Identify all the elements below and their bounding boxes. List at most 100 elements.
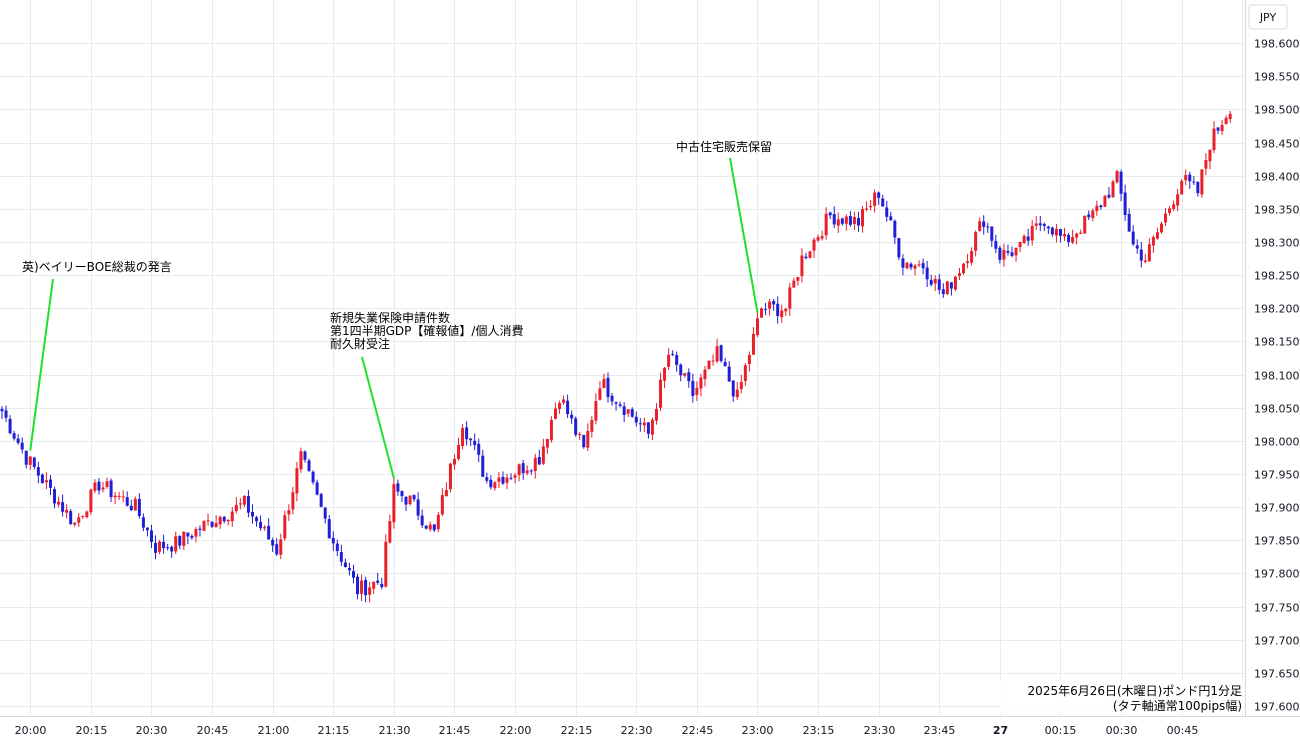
candle-body	[578, 434, 582, 436]
candle-body	[933, 278, 937, 284]
candle-body	[493, 482, 497, 489]
candle-body	[558, 402, 562, 410]
candle-body	[626, 409, 630, 414]
candle	[719, 344, 723, 363]
candle-body	[339, 551, 343, 562]
candle-body	[1139, 249, 1143, 261]
candle-body	[909, 263, 913, 268]
candle	[982, 215, 986, 235]
candle-body	[1054, 228, 1058, 236]
candle-body	[800, 255, 804, 277]
candle	[368, 581, 372, 603]
candle-body	[129, 505, 133, 511]
time-tick-label: 22:15	[561, 724, 593, 737]
candle	[1143, 253, 1147, 264]
candle-body	[469, 438, 473, 441]
chart-caption: 2025年6月26日(木曜日)ポンド円1分足 (タテ軸通常100pips幅)	[1000, 680, 1244, 714]
candle-body	[287, 510, 291, 515]
candle	[925, 260, 929, 287]
candle-body	[695, 387, 699, 395]
candle-body	[81, 516, 85, 518]
candle	[299, 447, 303, 473]
candle-body	[149, 530, 153, 542]
candle	[590, 416, 594, 438]
time-tick-label: 27	[993, 724, 1008, 737]
candle	[331, 531, 335, 551]
candle-body	[1172, 204, 1176, 209]
candle	[501, 471, 505, 485]
candle	[351, 564, 355, 584]
candle	[873, 189, 877, 213]
candle	[461, 424, 465, 450]
candle-body	[1212, 128, 1216, 151]
candle-body	[1058, 229, 1062, 236]
candle	[170, 545, 174, 558]
candle	[436, 511, 440, 533]
candle	[194, 527, 198, 543]
candle	[40, 473, 44, 484]
candle	[444, 482, 448, 497]
candle	[408, 495, 412, 506]
candle-body	[598, 388, 602, 400]
candle-body	[881, 198, 885, 207]
candle-body	[8, 418, 12, 434]
candle-body	[513, 475, 517, 478]
candle-body	[267, 525, 271, 540]
candle	[36, 461, 40, 484]
candle	[1159, 221, 1163, 234]
candle-body	[1050, 227, 1054, 235]
candle	[893, 219, 897, 245]
candle	[852, 211, 856, 230]
candle-body	[73, 522, 77, 525]
candle	[493, 481, 497, 491]
candle-body	[202, 521, 206, 531]
candle	[307, 458, 311, 473]
candles[interactable]	[0, 110, 1232, 603]
candle	[933, 275, 937, 291]
candle-body	[396, 483, 400, 492]
candle	[61, 494, 65, 517]
time-tick-label: 22:00	[500, 724, 532, 737]
candle	[796, 276, 800, 286]
candle-body	[218, 517, 222, 525]
price-tick-label: 198.350	[1254, 204, 1300, 217]
candle-body	[691, 380, 695, 396]
candle	[198, 525, 202, 537]
annotation-line	[29, 278, 54, 451]
candle-body	[574, 418, 578, 435]
candle	[905, 261, 909, 270]
candle	[323, 506, 327, 524]
candle-body	[1131, 231, 1135, 245]
candle-body	[1071, 236, 1075, 243]
candle	[190, 534, 194, 540]
currency-label-box[interactable]: JPY	[1248, 4, 1288, 30]
candle	[945, 280, 949, 295]
candle-body	[89, 489, 93, 513]
annotation-label: 中古住宅販売保留	[676, 139, 772, 154]
candle-body	[12, 433, 16, 439]
candle	[594, 393, 598, 425]
price-axis[interactable]: 197.600 197.650 197.700 197.750 197.800 197.8…	[1254, 38, 1300, 714]
price-tick-label: 197.950	[1254, 469, 1300, 482]
candle	[20, 437, 24, 454]
candle-body	[323, 507, 327, 519]
candle-body	[941, 289, 945, 295]
candle	[16, 434, 20, 445]
candle-body	[848, 215, 852, 225]
candle	[755, 310, 759, 338]
candle	[998, 245, 1002, 264]
time-axis[interactable]: 20:00 20:15 20:30 20:45 21:00 21:15 21:30 21:45…	[15, 724, 1199, 737]
time-tick-label: 23:30	[864, 724, 896, 737]
candle-body	[812, 239, 816, 251]
candle-body	[768, 301, 772, 309]
candle	[1111, 180, 1115, 198]
candle	[1030, 220, 1034, 246]
candle	[731, 380, 735, 402]
caption-backdrop	[1000, 680, 1244, 714]
candle	[537, 449, 541, 465]
candle	[327, 515, 331, 539]
candle-body	[412, 495, 416, 500]
candle	[125, 491, 129, 507]
candle	[335, 539, 339, 557]
